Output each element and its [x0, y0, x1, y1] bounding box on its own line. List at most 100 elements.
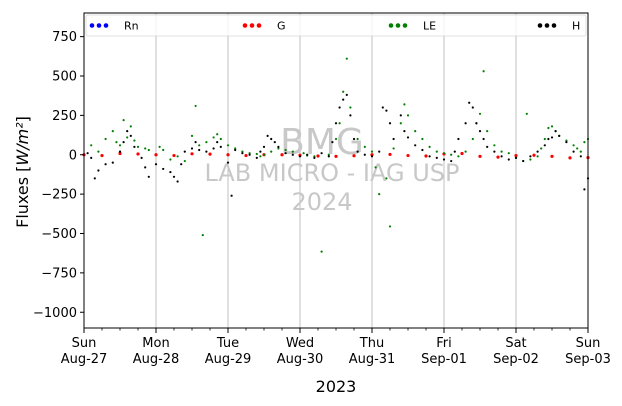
point-h-64: [406, 136, 410, 139]
point-le-86: [572, 144, 575, 147]
series-h: [86, 93, 590, 197]
point-le-1: [97, 150, 100, 153]
legend-label-le: LE: [423, 20, 436, 33]
point-le-33: [270, 150, 273, 153]
point-h-47: [331, 141, 334, 144]
point-le-23: [212, 136, 215, 139]
point-le-80: [543, 137, 546, 141]
point-le-18: [190, 134, 194, 137]
point-g-26: [550, 154, 554, 158]
point-le-41: [327, 153, 330, 156]
point-le-76: [525, 112, 528, 115]
point-h-81: [500, 155, 503, 158]
point-le-6: [122, 119, 125, 122]
point-le-17: [183, 159, 186, 163]
x-tick-date-6: Sep-02: [493, 352, 539, 367]
point-h-42: [298, 155, 302, 158]
legend-box: [85, 14, 587, 37]
point-g-15: [352, 154, 356, 158]
point-le-0: [90, 144, 93, 147]
point-h-45: [320, 152, 323, 155]
point-h-90: [554, 130, 557, 133]
point-h-73: [464, 122, 467, 125]
point-h-55: [363, 153, 366, 156]
point-le-72: [500, 150, 503, 153]
x-tick-weekday-4: Thu: [359, 336, 384, 351]
watermark-line-1: BMG: [280, 122, 364, 163]
point-le-15: [169, 158, 172, 161]
series-le: [90, 57, 590, 253]
point-h-80: [493, 150, 496, 153]
point-g-3: [136, 152, 140, 156]
x-tick-date-0: Aug-27: [61, 352, 108, 367]
point-h-40: [284, 152, 287, 155]
point-h-53: [352, 137, 356, 141]
point-h-61: [392, 137, 395, 141]
legend: Rn G LE H: [85, 14, 587, 37]
point-le-40: [320, 250, 323, 253]
point-le-30: [255, 152, 258, 156]
point-h-24: [205, 150, 208, 153]
legend-marker-rn-1: [96, 23, 102, 28]
point-le-11: [144, 147, 147, 150]
point-le-87: [576, 147, 579, 150]
point-le-81: [547, 126, 550, 130]
point-le-13: [158, 145, 161, 148]
y-tick-label-5: −500: [41, 227, 77, 242]
point-le-46: [349, 106, 352, 109]
x-tick-weekday-0: Sun: [72, 336, 97, 351]
point-le-73: [507, 152, 510, 155]
point-le-8: [129, 125, 132, 128]
legend-marker-g-1: [249, 23, 255, 28]
point-le-9: [133, 139, 136, 142]
point-h-38: [273, 141, 276, 144]
point-le-47: [356, 137, 359, 141]
point-le-39: [313, 155, 316, 158]
point-h-69: [442, 158, 446, 161]
point-h-87: [543, 144, 546, 147]
point-le-55: [399, 122, 402, 125]
point-le-35: [284, 148, 287, 152]
legend-marker-rn-2: [103, 23, 109, 28]
data-points: [82, 57, 590, 253]
point-g-2: [118, 151, 122, 156]
point-le-29: [248, 152, 251, 155]
point-h-3: [97, 169, 100, 172]
point-le-19: [194, 104, 197, 108]
point-h-1: [90, 156, 93, 159]
point-g-16: [370, 153, 374, 157]
point-le-71: [493, 144, 496, 147]
point-le-69: [482, 70, 485, 73]
point-le-45: [345, 57, 348, 60]
x-axis: SunAug-27MonAug-28TueAug-29WedAug-30ThuA…: [61, 328, 611, 367]
x-tick-weekday-3: Wed: [286, 336, 314, 351]
point-h-92: [565, 141, 568, 144]
point-le-52: [385, 177, 388, 180]
point-le-43: [338, 122, 341, 125]
point-le-50: [374, 166, 377, 169]
y-axis: 750 500 250 0 −250 −500 −750 −1000: [33, 30, 84, 321]
x-tick-date-1: Aug-28: [133, 352, 180, 367]
point-g-27: [568, 156, 572, 160]
y-tick-label-1: 500: [52, 70, 77, 85]
point-h-52: [349, 114, 352, 117]
point-h-51: [345, 93, 348, 96]
y-tick-label-7: −1000: [33, 306, 77, 321]
point-le-85: [565, 139, 568, 142]
point-g-5: [172, 153, 176, 158]
legend-label-g: G: [277, 20, 286, 33]
legend-marker-rn-0: [89, 23, 95, 28]
point-g-6: [190, 152, 194, 156]
point-g-17: [388, 152, 392, 157]
point-h-57: [378, 150, 381, 153]
point-h-48: [334, 122, 338, 125]
point-h-15: [162, 167, 165, 171]
point-le-58: [414, 130, 417, 133]
point-g-19: [424, 154, 428, 158]
x-tick-weekday-1: Mon: [142, 336, 169, 351]
point-h-75: [471, 106, 474, 109]
plot-background: [84, 13, 588, 328]
point-h-78: [482, 137, 485, 141]
point-le-32: [262, 153, 266, 156]
